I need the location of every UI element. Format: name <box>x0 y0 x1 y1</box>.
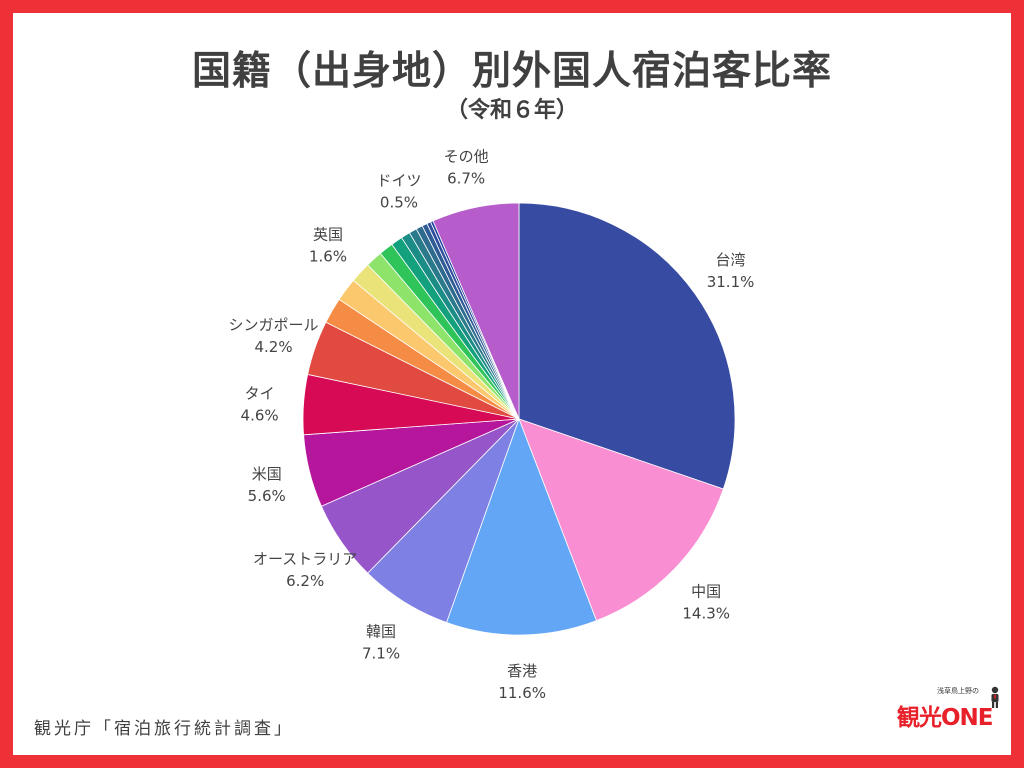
slice-value-label: 7.1% <box>362 644 400 662</box>
pie-slice-台湾 <box>518 202 736 490</box>
logo-text: 観光ONE <box>897 705 994 731</box>
slice-category-label: シンガポール <box>229 316 319 334</box>
pie-slice-その他 <box>432 202 520 420</box>
slice-category-label: その他 <box>444 147 489 165</box>
slice-category-label: 香港 <box>507 662 537 680</box>
slice-category-label: ドイツ <box>376 171 421 189</box>
slice-category-label: タイ <box>245 385 275 403</box>
slice-value-label: 4.2% <box>254 338 292 356</box>
chart-title: 国籍（出身地）別外国人宿泊客比率 <box>191 49 832 94</box>
slice-value-label: 5.6% <box>248 487 286 505</box>
slice-value-label: 6.7% <box>447 169 485 187</box>
pie-slice-香港 <box>445 417 597 636</box>
chart-subtitle: （令和６年） <box>445 98 578 123</box>
slice-value-label: 0.5% <box>380 193 418 211</box>
slice-category-label: 英国 <box>313 226 343 244</box>
slice-category-label: 中国 <box>691 582 721 600</box>
slice-category-label: オーストラリア <box>253 550 357 568</box>
brand-logo: 浅草鳥上野の 観光ONE <box>897 686 1007 734</box>
slice-category-label: 韓国 <box>366 622 396 640</box>
pie-slices <box>302 202 736 636</box>
source-note: 観光庁「宿泊旅行統計調査」 <box>34 719 294 739</box>
slice-value-label: 14.3% <box>682 604 730 622</box>
pie-labels: 台湾 31.1% 中国 14.3% 香港 11.6% 韓国 7.1% オーストラリア 6.2% 米国… <box>229 147 755 702</box>
slice-value-label: 11.6% <box>498 684 546 702</box>
pie-slice-中国 <box>518 418 724 622</box>
logo-tagline: 浅草鳥上野の <box>937 687 979 695</box>
slice-category-label: 台湾 <box>716 251 746 269</box>
slice-category-label: 米国 <box>252 465 282 483</box>
slice-value-label: 1.6% <box>309 248 347 266</box>
slice-value-label: 6.2% <box>286 572 324 590</box>
slice-value-label: 4.6% <box>241 407 279 425</box>
slice-value-label: 31.1% <box>707 273 755 291</box>
person-icon <box>991 686 999 708</box>
